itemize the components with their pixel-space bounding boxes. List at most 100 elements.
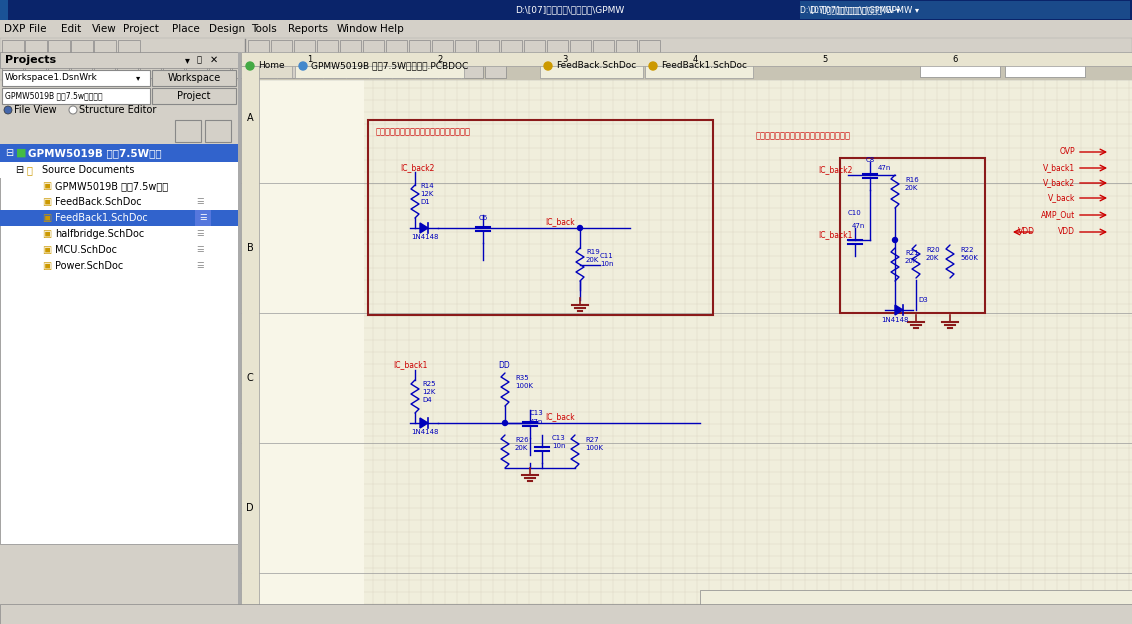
Text: C8: C8 [865,157,875,163]
Circle shape [544,62,552,70]
Bar [386,40,408,58]
Bar [0,144,240,162]
Circle shape [246,62,254,70]
Bar [571,40,591,58]
Bar [547,40,568,58]
Bar [278,61,299,78]
Bar [2,88,151,104]
Text: 100K: 100K [515,383,533,389]
Text: Help: Help [380,24,403,34]
Bar [209,61,230,78]
Bar [700,590,1132,624]
Text: GPMW5019B 苹果7.5w无线: GPMW5019B 苹果7.5w无线 [55,181,169,191]
Text: File: File [29,24,46,34]
Polygon shape [420,223,428,233]
Bar [317,40,338,58]
Bar [393,61,414,78]
Text: ▣: ▣ [42,229,51,239]
Text: 3: 3 [563,54,567,64]
Text: VDD: VDD [1018,228,1035,236]
Text: 20K: 20K [515,445,529,451]
Text: ☰: ☰ [196,230,204,238]
Bar [0,0,8,20]
Bar [295,54,463,78]
Text: ⊟: ⊟ [15,165,23,175]
Text: Window: Window [337,24,378,34]
Text: GPMW5019B 苹果7.5w无线充电: GPMW5019B 苹果7.5w无线充电 [5,92,103,100]
Text: ▾: ▾ [185,55,190,65]
Bar [593,40,614,58]
Text: R19: R19 [586,249,600,255]
Text: DXP: DXP [5,24,25,34]
Text: 如果要快充带线圈，则这一组元件可删除。: 如果要快充带线圈，则这一组元件可删除。 [376,127,471,137]
Circle shape [69,106,77,114]
Text: C6: C6 [479,215,488,221]
Bar [259,66,365,624]
Bar [48,61,69,78]
Text: ▣: ▣ [42,261,51,271]
Text: File View: File View [14,105,57,115]
Text: Workspace: Workspace [168,73,221,83]
Bar [462,61,483,78]
Bar [294,40,315,58]
Bar [638,40,660,58]
Text: C10: C10 [848,210,861,216]
Bar [0,20,240,624]
Text: V_back1: V_back1 [1043,163,1075,172]
Text: GPMW5019B 苹果7.5W无线充电.PCBDOC: GPMW5019B 苹果7.5W无线充电.PCBDOC [311,62,469,71]
Bar [800,1,1130,19]
Bar [301,61,321,78]
Bar [348,61,368,78]
Bar [455,40,475,58]
Circle shape [649,62,657,70]
Text: IC_back: IC_back [544,412,575,421]
Bar [71,61,92,78]
Bar [94,40,115,58]
Text: R21: R21 [904,250,919,256]
Bar [118,40,140,58]
Text: 560K: 560K [960,255,978,261]
Bar [0,20,1132,38]
Bar [0,144,240,544]
Bar [840,158,985,313]
Text: FeedBack1.SchDoc: FeedBack1.SchDoc [661,62,747,71]
Text: VDD: VDD [1058,228,1075,236]
Bar [195,210,211,226]
Text: GPMW5019B 苹果7.5W无线: GPMW5019B 苹果7.5W无线 [28,148,162,158]
Circle shape [503,421,507,426]
Text: D:\[07]技术创新\设计资源\GPMW ▾: D:\[07]技术创新\设计资源\GPMW ▾ [811,6,919,14]
Text: ▣: ▣ [42,245,51,255]
Text: Workspace1.DsnWrk: Workspace1.DsnWrk [5,74,97,82]
Text: FeedBack.SchDoc: FeedBack.SchDoc [556,62,636,71]
Text: ✕: ✕ [211,55,218,65]
Bar [240,53,1132,80]
Text: D:\[07]技术创新\设计资源\GPMW ▾: D:\[07]技术创新\设计资源\GPMW ▾ [800,6,900,14]
Text: 20K: 20K [904,258,918,264]
Text: C13: C13 [552,435,566,441]
Text: D: D [246,503,254,513]
Text: Edit: Edit [61,24,80,34]
Text: 1N4148: 1N4148 [881,317,909,323]
Bar [232,61,252,78]
Text: 2: 2 [437,54,443,64]
Text: D1: D1 [420,199,430,205]
Bar [152,70,235,86]
Text: 12K: 12K [422,389,436,395]
Text: IC_back2: IC_back2 [400,163,435,172]
Bar [271,40,292,58]
Bar [439,61,460,78]
Text: 1: 1 [308,54,312,64]
Bar [540,54,643,78]
Bar [324,61,345,78]
Bar [242,54,292,78]
Text: AMP_Out: AMP_Out [1040,210,1075,220]
Bar [48,40,70,58]
Text: 5: 5 [822,54,827,64]
Bar [25,61,46,78]
Text: halfbridge.SchDoc: halfbridge.SchDoc [55,229,144,239]
Text: Design: Design [208,24,245,34]
Text: 10n: 10n [600,261,614,267]
Text: Project: Project [178,91,211,101]
Text: View: View [92,24,117,34]
Text: 4: 4 [693,54,697,64]
